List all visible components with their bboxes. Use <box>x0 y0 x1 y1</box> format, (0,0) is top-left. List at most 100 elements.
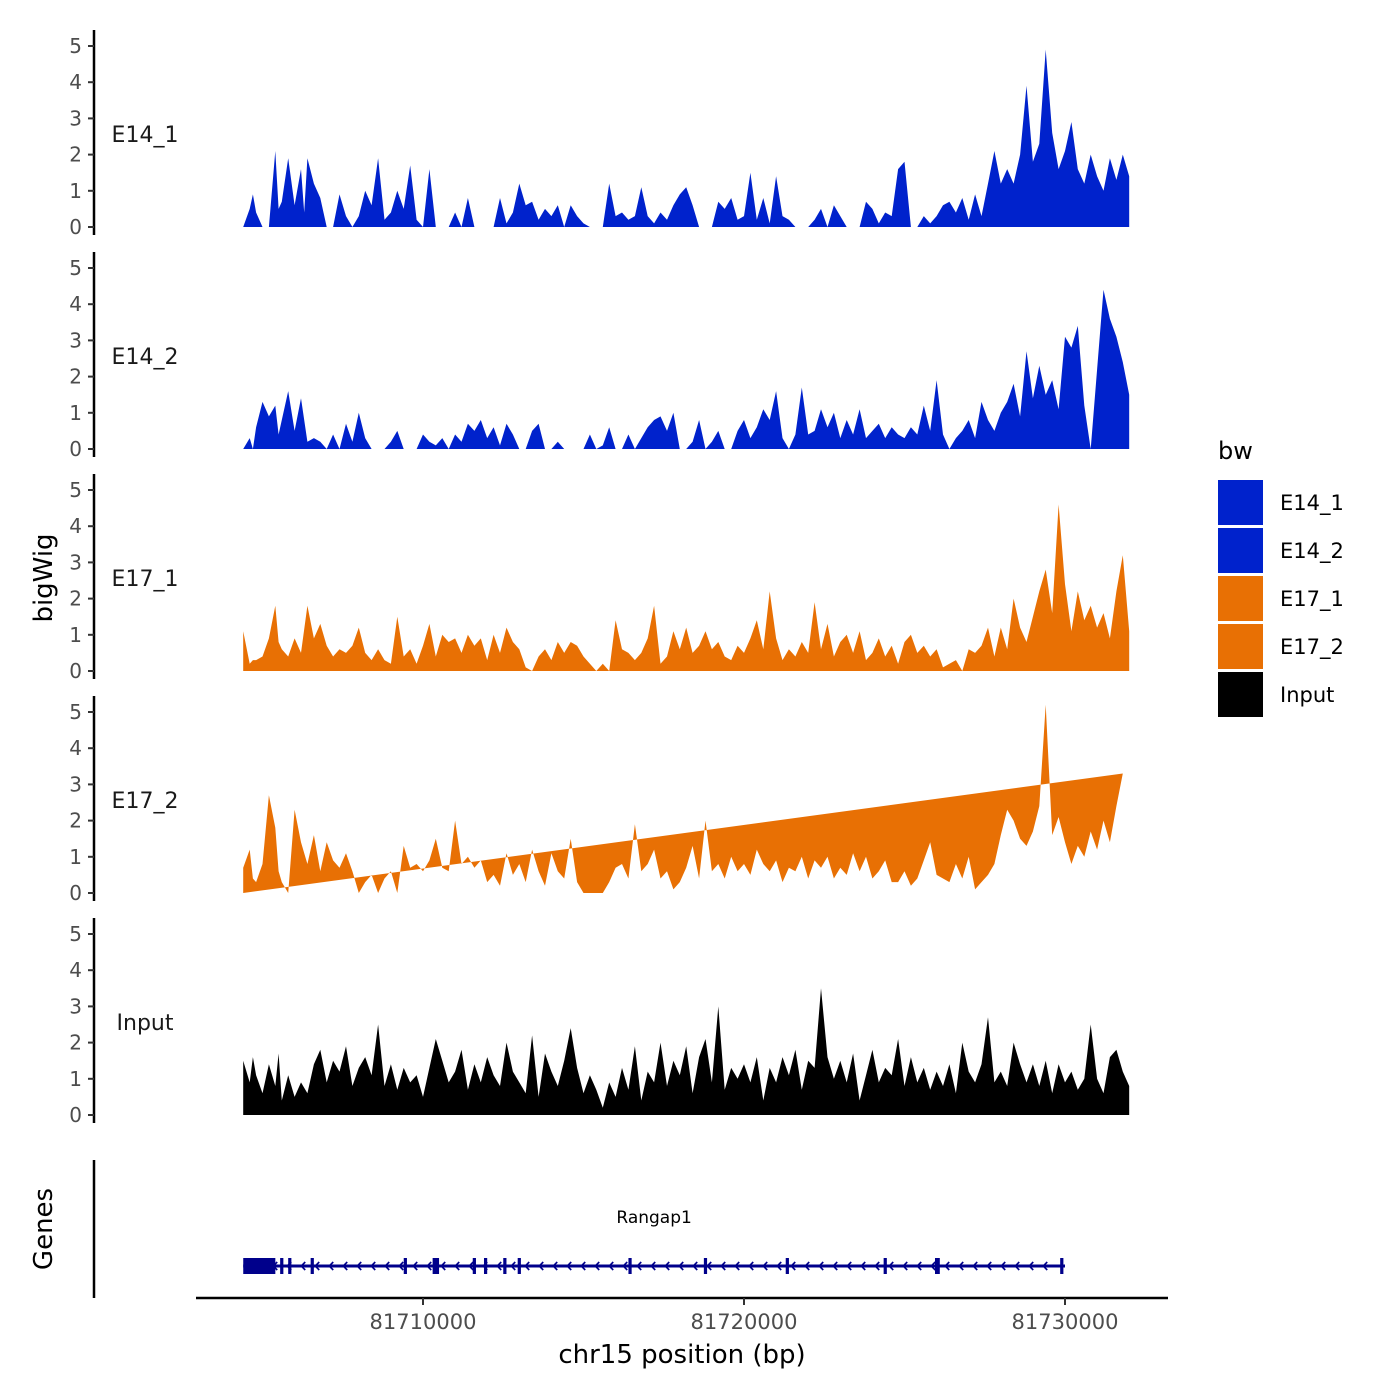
strand-arrow <box>440 1261 446 1271</box>
y-tick-label: 2 <box>69 587 82 611</box>
y-tick-label: 1 <box>69 845 82 869</box>
y-tick-label: 2 <box>69 143 82 167</box>
strand-arrow <box>454 1261 460 1271</box>
strand-arrow <box>790 1261 796 1271</box>
coverage-area-E14_2 <box>243 289 1130 449</box>
y-tick-label: 3 <box>69 328 82 352</box>
y-tick-label: 1 <box>69 401 82 425</box>
gene-exon <box>1060 1258 1064 1274</box>
y-tick-label: 5 <box>69 256 82 280</box>
strand-arrow <box>762 1261 768 1271</box>
y-tick-label: 2 <box>69 809 82 833</box>
y-tick-label: 3 <box>69 106 82 130</box>
strand-arrow <box>944 1261 950 1271</box>
coverage-area-Input <box>243 988 1130 1115</box>
legend-entry-label: Input <box>1280 683 1334 707</box>
strand-arrow <box>986 1261 992 1271</box>
y-tick-label: 0 <box>69 659 82 683</box>
y-tick-label: 1 <box>69 623 82 647</box>
strand-arrow <box>748 1261 754 1271</box>
y-tick-label: 4 <box>69 736 82 760</box>
strand-arrow <box>594 1261 600 1271</box>
strand-arrow <box>356 1261 362 1271</box>
strand-arrow <box>678 1261 684 1271</box>
gene-track-label: Genes <box>29 1188 59 1270</box>
strand-arrow <box>314 1261 320 1271</box>
legend-key-E14_2 <box>1218 528 1263 573</box>
gene-exon <box>934 1258 940 1274</box>
strand-arrow <box>804 1261 810 1271</box>
gene-name-label: Rangap1 <box>616 1208 691 1228</box>
strand-arrow <box>1028 1261 1034 1271</box>
legend-key-E17_1 <box>1218 576 1263 621</box>
strand-arrow <box>370 1261 376 1271</box>
strand-arrow <box>566 1261 572 1271</box>
strand-arrow <box>846 1261 852 1271</box>
y-tick-label: 0 <box>69 215 82 239</box>
coverage-area-E14_1 <box>243 49 1130 227</box>
y-tick-label: 1 <box>69 179 82 203</box>
track-label: E14_2 <box>112 345 179 370</box>
track-label: E17_1 <box>112 567 179 592</box>
y-tick-label: 3 <box>69 772 82 796</box>
strand-arrow <box>608 1261 614 1271</box>
y-tick-label: 4 <box>69 958 82 982</box>
gene-exon <box>517 1258 521 1274</box>
y-tick-label: 3 <box>69 994 82 1018</box>
track-E14_1: 0 1 2 3 4 5 E14_1 <box>69 30 1130 239</box>
strand-arrow <box>1000 1261 1006 1271</box>
gene-exon <box>628 1258 632 1274</box>
gene-exon <box>432 1258 440 1274</box>
legend-entry-label: E14_2 <box>1280 539 1344 564</box>
track-label: Input <box>117 1011 174 1036</box>
strand-arrow <box>524 1261 530 1271</box>
gene-exon <box>403 1258 407 1274</box>
strand-arrow <box>1042 1261 1048 1271</box>
strand-arrow <box>706 1261 712 1271</box>
strand-arrow <box>538 1261 544 1271</box>
gene-exon <box>503 1258 507 1274</box>
strand-arrow <box>776 1261 782 1271</box>
x-tick-label: 81730000 <box>1012 1310 1119 1334</box>
y-tick-label: 2 <box>69 365 82 389</box>
x-tick-label: 81720000 <box>691 1310 798 1334</box>
strand-arrow <box>888 1261 894 1271</box>
strand-arrow <box>860 1261 866 1271</box>
track-E14_2: 0 1 2 3 4 5 E14_2 <box>69 252 1130 461</box>
gene-exon <box>472 1258 476 1274</box>
x-axis: 81710000 81720000 81730000 <box>196 1296 1168 1334</box>
strand-arrow <box>510 1261 516 1271</box>
coverage-area-E17_1 <box>243 504 1130 671</box>
x-axis-title: chr15 position (bp) <box>558 1340 805 1370</box>
strand-arrow <box>832 1261 838 1271</box>
strand-arrow <box>580 1261 586 1271</box>
strand-arrow <box>874 1261 880 1271</box>
strand-arrow <box>902 1261 908 1271</box>
strand-arrow <box>496 1261 502 1271</box>
strand-arrow <box>1014 1261 1020 1271</box>
y-tick-label: 5 <box>69 922 82 946</box>
strand-arrow <box>692 1261 698 1271</box>
y-tick-label: 5 <box>69 478 82 502</box>
gene-exon <box>785 1258 789 1274</box>
strand-arrow <box>384 1261 390 1271</box>
strand-arrow <box>720 1261 726 1271</box>
gene-exon <box>288 1258 292 1274</box>
legend-entry-label: E17_2 <box>1280 635 1344 660</box>
y-tick-label: 0 <box>69 1103 82 1127</box>
gene-exon <box>483 1258 488 1274</box>
strand-arrow <box>930 1261 936 1271</box>
legend-entry-label: E17_1 <box>1280 587 1344 612</box>
strand-arrow <box>650 1261 656 1271</box>
strand-arrow <box>916 1261 922 1271</box>
gene-exon <box>310 1258 314 1274</box>
gene-exon <box>280 1258 284 1274</box>
track-Input: 0 1 2 3 4 5 Input <box>69 918 1130 1127</box>
gene-exon <box>243 1258 276 1274</box>
gene-track: Genes Rangap1 <box>29 1160 1065 1298</box>
track-E17_1: 0 1 2 3 4 5 E17_1 <box>69 474 1130 683</box>
y-tick-label: 2 <box>69 1031 82 1055</box>
legend-key-E17_2 <box>1218 624 1263 669</box>
track-label: E14_1 <box>112 123 179 148</box>
coverage-area-E17_2 <box>243 704 1123 893</box>
